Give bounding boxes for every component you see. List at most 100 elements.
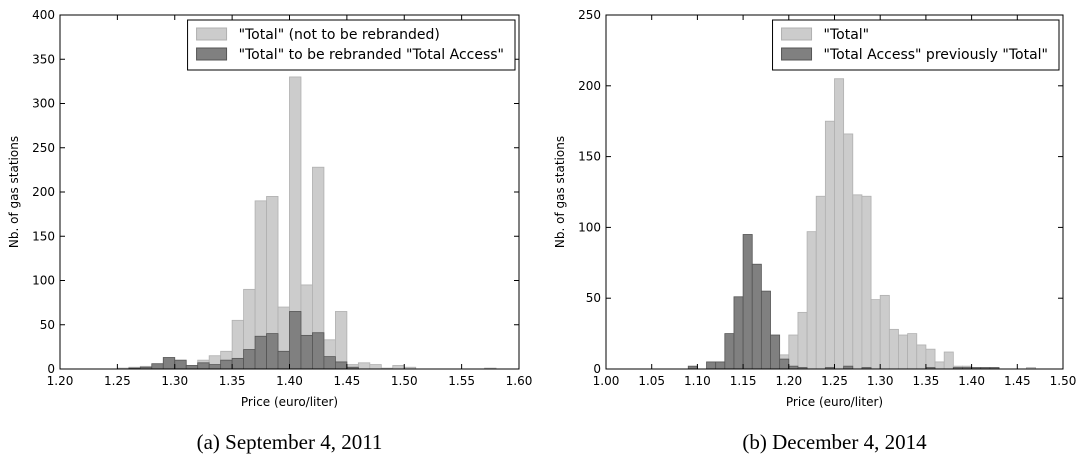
y-axis-label: Nb. of gas stations bbox=[7, 136, 21, 248]
histogram-bar bbox=[312, 332, 325, 370]
y-tick-label: 100 bbox=[578, 220, 601, 234]
legend-label: "Total" to be rebranded "Total Access" bbox=[239, 47, 504, 63]
histogram-bar bbox=[788, 334, 799, 370]
x-tick-label: 1.50 bbox=[391, 374, 418, 388]
y-tick-label: 200 bbox=[32, 185, 55, 199]
y-tick-label: 0 bbox=[47, 362, 55, 376]
y-tick-label: 250 bbox=[32, 141, 55, 155]
y-tick-label: 250 bbox=[578, 8, 601, 22]
histogram-bar bbox=[392, 365, 405, 370]
legend-box bbox=[772, 19, 1060, 71]
histogram-bar bbox=[879, 294, 890, 370]
histogram-bar bbox=[770, 334, 781, 370]
y-tick-label: 200 bbox=[578, 79, 601, 93]
x-tick-label: 1.20 bbox=[47, 374, 74, 388]
histogram-bar bbox=[289, 311, 302, 370]
legend-swatch bbox=[781, 27, 813, 41]
histogram-bar bbox=[357, 362, 371, 370]
histogram-bar bbox=[779, 358, 790, 370]
y-axis-label: Nb. of gas stations bbox=[553, 136, 567, 248]
x-tick-label: 1.30 bbox=[867, 374, 894, 388]
legend-swatch bbox=[196, 47, 228, 61]
x-tick-label: 1.20 bbox=[775, 374, 802, 388]
legend: "Total" (not to be rebranded) "Total" to … bbox=[187, 19, 516, 71]
histogram-bar bbox=[724, 333, 735, 370]
histogram-bar bbox=[751, 263, 762, 370]
plot bbox=[116, 76, 497, 370]
histogram-bar bbox=[797, 311, 808, 370]
histogram-bar bbox=[834, 78, 845, 370]
histogram-bar bbox=[197, 362, 210, 370]
histogram-bar bbox=[334, 361, 348, 370]
x-tick-label: 1.25 bbox=[104, 374, 131, 388]
histogram-bar bbox=[220, 359, 233, 370]
x-tick-label: 1.50 bbox=[1050, 374, 1077, 388]
legend-box bbox=[187, 19, 516, 71]
histogram-bar bbox=[934, 361, 945, 370]
histogram-bar bbox=[733, 296, 744, 370]
histogram-bar bbox=[174, 359, 187, 370]
legend-label: "Total Access" previously "Total" bbox=[824, 47, 1048, 63]
caption: (a) September 4, 2011 bbox=[197, 430, 383, 454]
histogram-bar bbox=[888, 328, 899, 370]
y-tick-label: 150 bbox=[578, 150, 601, 164]
y-tick-label: 350 bbox=[32, 52, 55, 66]
x-axis-label: Price (euro/liter) bbox=[786, 395, 883, 409]
histogram-bar bbox=[861, 195, 872, 370]
plot bbox=[687, 78, 1036, 370]
histogram-bar bbox=[898, 334, 909, 370]
histogram-bar bbox=[277, 350, 290, 370]
legend-swatch bbox=[781, 47, 813, 61]
legend-label: "Total" bbox=[824, 27, 870, 43]
histogram-bar bbox=[943, 351, 954, 370]
x-tick-label: 1.35 bbox=[219, 374, 246, 388]
histogram-bar bbox=[323, 356, 336, 370]
y-tick-label: 100 bbox=[32, 274, 55, 288]
histogram-bar bbox=[870, 299, 881, 370]
x-tick-label: 1.25 bbox=[821, 374, 848, 388]
legend-swatch bbox=[196, 27, 228, 41]
histogram-bar bbox=[806, 231, 817, 370]
histogram-bar bbox=[916, 344, 927, 370]
x-tick-label: 1.60 bbox=[506, 374, 533, 388]
x-tick-label: 1.40 bbox=[958, 374, 985, 388]
histogram-bar bbox=[185, 365, 199, 370]
histogram-bar bbox=[243, 349, 256, 370]
x-tick-label: 1.55 bbox=[448, 374, 475, 388]
x-tick-label: 1.45 bbox=[334, 374, 361, 388]
legend: "Total" "Total Access" previously "Total" bbox=[772, 19, 1060, 71]
histogram-bar bbox=[162, 357, 176, 370]
x-tick-label: 1.35 bbox=[913, 374, 940, 388]
x-tick-label: 1.40 bbox=[276, 374, 303, 388]
histogram-bar bbox=[907, 333, 918, 370]
x-tick-label: 1.05 bbox=[638, 374, 665, 388]
histogram-bar bbox=[266, 333, 279, 370]
y-tick-label: 0 bbox=[593, 362, 601, 376]
y-tick-label: 400 bbox=[32, 8, 55, 22]
histogram-bar bbox=[715, 361, 726, 370]
histogram-bar bbox=[925, 348, 936, 370]
x-tick-label: 1.15 bbox=[730, 374, 757, 388]
histogram-bar bbox=[369, 364, 382, 370]
y-tick-label: 50 bbox=[40, 318, 55, 332]
histogram-bar bbox=[760, 290, 771, 370]
histogram-bar bbox=[843, 133, 854, 370]
histogram-bar bbox=[815, 195, 826, 370]
y-tick-label: 150 bbox=[32, 229, 55, 243]
x-tick-label: 1.00 bbox=[593, 374, 620, 388]
histogram-bar bbox=[334, 311, 348, 370]
y-tick-label: 50 bbox=[586, 291, 601, 305]
histogram-bar bbox=[208, 364, 222, 370]
x-tick-label: 1.45 bbox=[1004, 374, 1031, 388]
legend-label: "Total" (not to be rebranded) bbox=[239, 27, 440, 43]
caption: (b) December 4, 2014 bbox=[742, 430, 927, 454]
histogram-bar bbox=[706, 361, 717, 370]
x-tick-label: 1.30 bbox=[161, 374, 188, 388]
x-tick-label: 1.10 bbox=[684, 374, 711, 388]
histogram-bar bbox=[254, 335, 267, 370]
histogram-bar bbox=[742, 234, 753, 370]
y-tick-label: 300 bbox=[32, 97, 55, 111]
histogram-bar bbox=[151, 363, 164, 370]
x-axis-label: Price (euro/liter) bbox=[241, 395, 338, 409]
